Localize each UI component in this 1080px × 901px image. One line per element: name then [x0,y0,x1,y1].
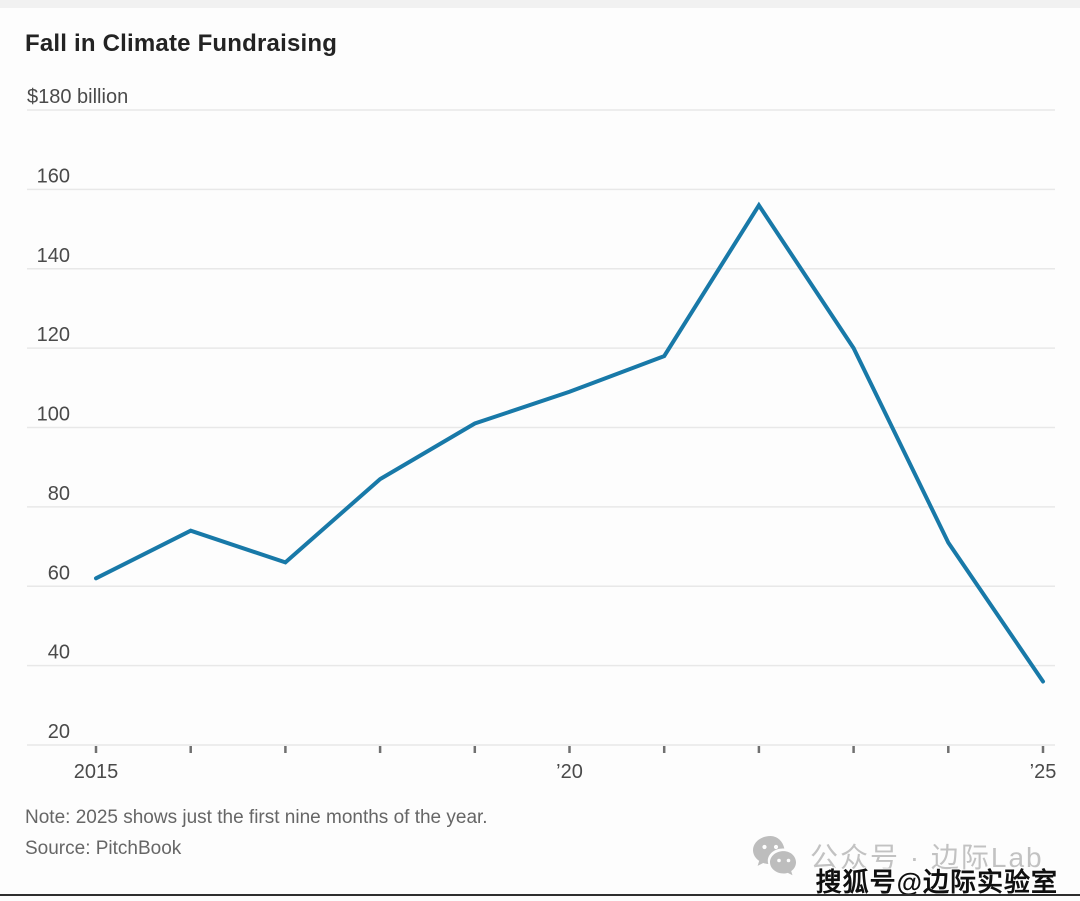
top-band [0,0,1080,8]
x-tick-label: ’20 [556,761,583,783]
data-line-climate-fundraising [94,201,1045,684]
y-tick-label: 100 [37,404,70,426]
y-tick-label: 40 [48,642,70,664]
x-tick-label: 2015 [74,761,119,783]
wechat-watermark-label: 公众号 · 边际Lab [810,842,1044,873]
gridlines [27,109,1055,746]
y-tick-label: 160 [37,165,70,187]
y-axis-labels: 20 40 60 80 100 120 140 160 $180 billion [27,86,128,743]
y-tick-label: 20 [48,721,70,743]
wechat-icon [753,836,796,876]
x-axis-ticks [94,746,1045,753]
y-tick-label: 80 [48,483,70,505]
watermark: 公众号 · 边际Lab [752,835,1044,877]
x-tick-label: ’25 [1030,761,1057,783]
y-tick-label: 60 [48,562,70,584]
x-axis-labels: 2015 ’20 ’25 [74,761,1057,783]
line-chart: 20 40 60 80 100 120 140 160 $180 billion 2015 ’20 ’… [27,86,1057,783]
y-axis-unit-label: $180 billion [27,86,128,108]
y-tick-label: 120 [37,324,70,346]
footnote: Note: 2025 shows just the first nine mon… [25,807,488,828]
sohu-watermark-label: 搜狐号@边际实验室 [815,867,1058,897]
source-line: Source: PitchBook [25,838,182,859]
chart-title: Fall in Climate Fundraising [25,30,338,57]
y-tick-label: 140 [37,245,70,267]
bottom-divider [0,894,1080,896]
